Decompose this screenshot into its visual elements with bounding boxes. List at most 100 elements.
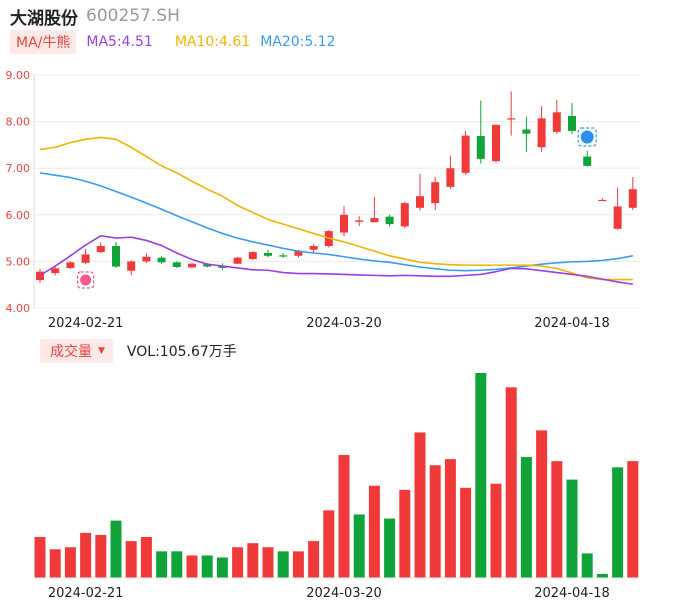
caret-down-icon: ▼ bbox=[98, 346, 105, 356]
candle-body bbox=[613, 206, 622, 229]
candle-body bbox=[492, 124, 500, 162]
ma10-label: MA10:4.61 bbox=[174, 34, 251, 50]
price-tick-label: 6.00 bbox=[6, 209, 31, 222]
ma-indicator-bar: MA/牛熊 MA5:4.51 MA10:4.61 MA20:5.12 bbox=[10, 30, 336, 54]
volume-bar bbox=[171, 551, 183, 578]
stock-code: 600257.SH bbox=[86, 6, 180, 26]
buy-marker-frame bbox=[76, 271, 95, 289]
volume-x-tick-label: 2024-02-21 bbox=[48, 586, 124, 601]
price-x-tick-label: 2024-04-18 bbox=[534, 316, 610, 331]
volume-bar bbox=[596, 573, 608, 578]
candle-body bbox=[81, 254, 90, 263]
ma5-line bbox=[39, 234, 633, 286]
volume-bar bbox=[34, 537, 46, 578]
volume-toggle-button[interactable]: 成交量 ▼ bbox=[40, 339, 113, 363]
volume-bar bbox=[292, 551, 304, 578]
ma20-line bbox=[39, 172, 633, 272]
candle-body bbox=[522, 129, 531, 134]
price-tick-label: 8.00 bbox=[6, 116, 31, 129]
volume-bar bbox=[536, 430, 548, 578]
candle-body bbox=[294, 250, 303, 256]
candle-body bbox=[385, 216, 394, 225]
price-tick-label: 5.00 bbox=[6, 255, 31, 268]
volume-bar bbox=[232, 547, 244, 578]
buy-marker-icon bbox=[80, 274, 92, 286]
volume-bar bbox=[353, 514, 365, 578]
volume-x-tick-label: 2024-03-20 bbox=[306, 586, 382, 601]
volume-bar bbox=[551, 461, 563, 578]
volume-bar bbox=[444, 459, 456, 578]
volume-bar bbox=[414, 432, 426, 578]
candle-body bbox=[309, 246, 318, 250]
volume-bar bbox=[627, 461, 639, 578]
candle-body bbox=[370, 218, 379, 223]
ma5-label: MA5:4.51 bbox=[86, 34, 153, 50]
volume-bar bbox=[186, 555, 198, 578]
candle-body bbox=[188, 263, 196, 268]
volume-bar bbox=[156, 551, 168, 578]
ma-toggle-button[interactable]: MA/牛熊 bbox=[10, 30, 77, 54]
volume-indicator-bar: 成交量 ▼ VOL:105.67万手 bbox=[40, 339, 237, 363]
candle-body bbox=[66, 262, 75, 268]
volume-bar bbox=[384, 518, 396, 578]
candle-body bbox=[416, 196, 424, 208]
volume-bar bbox=[612, 467, 624, 578]
volume-label: VOL:105.67万手 bbox=[126, 344, 237, 360]
volume-bar bbox=[368, 485, 380, 578]
candle-body bbox=[127, 261, 136, 271]
candle-body bbox=[355, 220, 364, 222]
candle-body bbox=[340, 214, 348, 233]
candle-body bbox=[51, 268, 60, 274]
price-tick-label: 7.00 bbox=[6, 162, 31, 175]
candle-body bbox=[552, 112, 561, 132]
candle-body bbox=[248, 252, 257, 260]
candle-body bbox=[461, 135, 470, 173]
volume-bar bbox=[125, 541, 137, 578]
volume-bar bbox=[399, 489, 411, 578]
price-x-tick-label: 2024-02-21 bbox=[48, 316, 124, 331]
candle-body bbox=[583, 156, 592, 166]
volume-bar bbox=[338, 455, 350, 578]
candle-body bbox=[537, 118, 546, 148]
candle-body bbox=[431, 182, 440, 204]
candle-body bbox=[157, 257, 166, 263]
price-tick-label: 9.00 bbox=[6, 69, 31, 82]
volume-bar bbox=[460, 487, 472, 578]
volume-bar bbox=[201, 555, 213, 578]
volume-bar bbox=[140, 537, 152, 578]
candle-body bbox=[233, 257, 242, 264]
stock-name: 大湖股份 bbox=[10, 8, 78, 29]
volume-bar bbox=[80, 532, 92, 578]
ma10-line bbox=[39, 136, 633, 281]
volume-bar bbox=[110, 520, 122, 578]
sell-marker-frame bbox=[577, 127, 597, 147]
volume-bar bbox=[520, 457, 532, 578]
volume-toggle-label: 成交量 bbox=[50, 344, 92, 360]
volume-bar bbox=[581, 553, 593, 578]
price-x-tick-label: 2024-03-20 bbox=[306, 316, 382, 331]
candle-body bbox=[142, 256, 151, 262]
candle-body bbox=[598, 199, 607, 202]
candle-body bbox=[172, 262, 181, 267]
volume-bar bbox=[323, 510, 335, 578]
candle-body bbox=[400, 203, 409, 227]
ma20-label: MA20:5.12 bbox=[260, 34, 336, 50]
candle-body bbox=[96, 246, 105, 253]
candle-body bbox=[264, 253, 272, 256]
volume-bar bbox=[566, 479, 578, 578]
volume-bar bbox=[64, 547, 76, 578]
volume-bar bbox=[216, 557, 228, 578]
candle-body bbox=[476, 136, 485, 159]
volume-x-tick-label: 2024-04-18 bbox=[534, 586, 610, 601]
volume-bar bbox=[308, 541, 320, 578]
sell-marker-icon bbox=[580, 130, 594, 144]
candle-body bbox=[628, 189, 637, 208]
volume-bar bbox=[262, 547, 274, 578]
volume-bar bbox=[429, 465, 441, 578]
stock-header: 大湖股份 600257.SH bbox=[10, 4, 180, 29]
volume-bar bbox=[49, 549, 61, 578]
candle-body bbox=[36, 271, 44, 281]
volume-bar bbox=[475, 373, 487, 578]
candle-body bbox=[279, 255, 288, 257]
